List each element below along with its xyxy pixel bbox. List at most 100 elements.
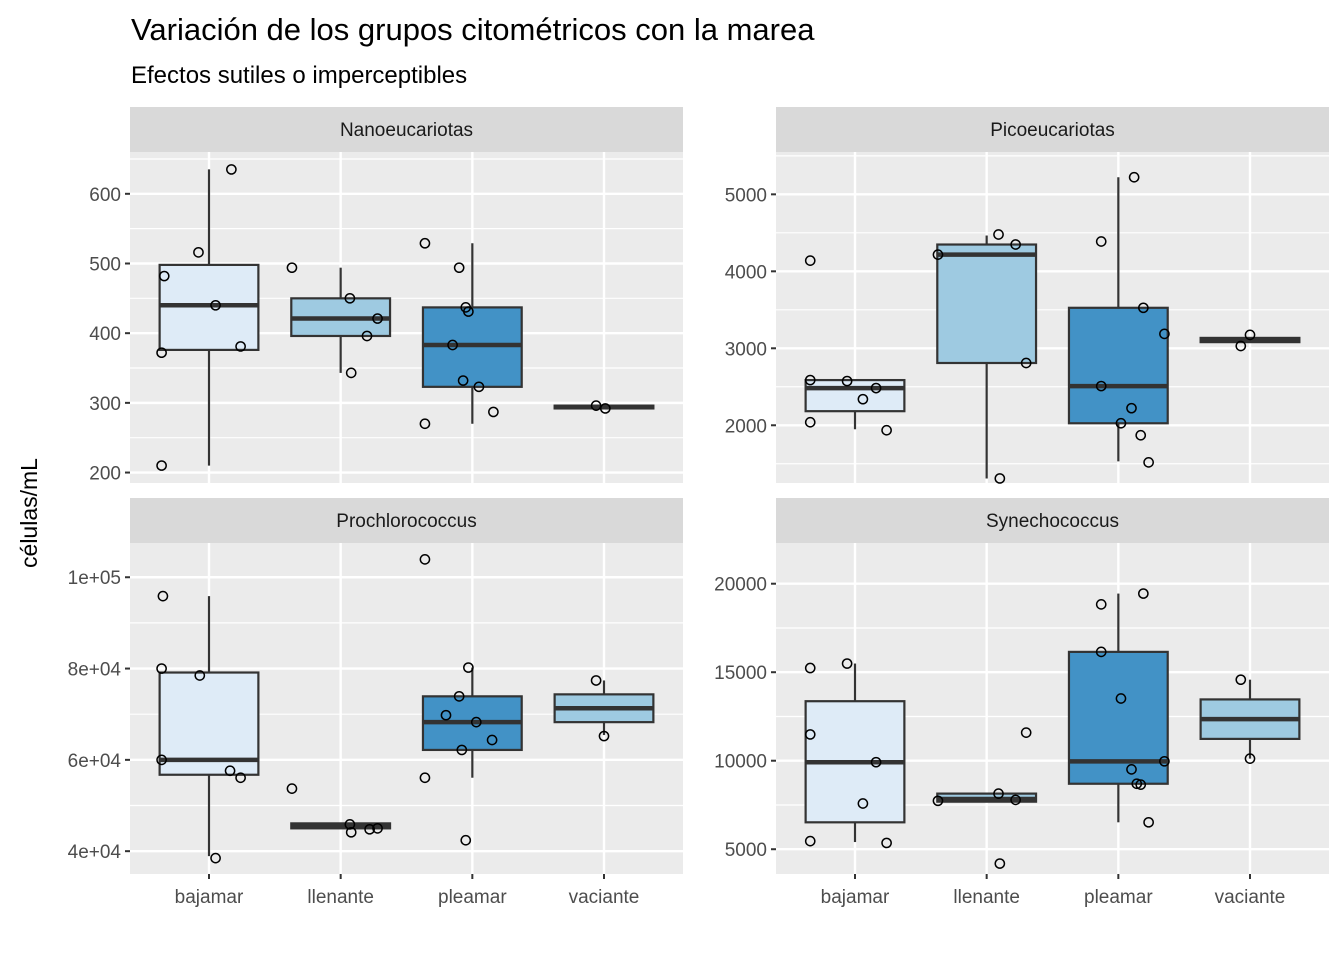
box-llenante [932, 727, 1038, 869]
data-point [460, 834, 472, 846]
data-point [194, 670, 206, 681]
box-pleamar [419, 237, 523, 430]
data-point [932, 249, 944, 260]
data-point [473, 381, 485, 393]
data-point [1244, 753, 1256, 764]
x-tick-label: vaciante [569, 887, 640, 908]
data-point [235, 772, 246, 784]
data-point [590, 675, 602, 686]
facet-panels: Nanoeucariotas 200 300 400 500 600 Picoeucario… [68, 107, 1329, 908]
data-point [419, 554, 431, 565]
data-point [870, 382, 882, 394]
y-tick-label: 200 [89, 464, 121, 485]
data-point [1115, 417, 1127, 429]
data-point [870, 756, 882, 768]
data-point [1143, 457, 1154, 468]
data-point [453, 262, 465, 274]
data-point [345, 367, 357, 379]
facet-strip [130, 498, 683, 543]
data-point [1126, 764, 1137, 775]
data-point [804, 835, 816, 847]
facet-strip-label: Prochlorococcus [336, 511, 476, 532]
data-point [226, 164, 237, 175]
data-point [1010, 239, 1021, 250]
data-point [440, 709, 452, 721]
data-point [1128, 171, 1140, 183]
data-point [1020, 727, 1032, 738]
y-tick-label: 15000 [714, 663, 767, 684]
data-point [1244, 329, 1256, 341]
x-tick-label: llenante [953, 887, 1020, 908]
data-point [344, 819, 356, 830]
data-point [1095, 646, 1107, 658]
y-tick-label: 400 [89, 324, 121, 345]
data-point [841, 375, 853, 387]
box-pleamar [1067, 588, 1170, 828]
data-point [804, 729, 816, 740]
y-axis-title: células/mL [16, 458, 42, 568]
panel-nanoeucariotas: Nanoeucariotas 200 300 400 500 600 [89, 107, 683, 485]
data-point [932, 795, 944, 807]
facet-strip [776, 107, 1329, 152]
y-tick-label: 3000 [725, 339, 767, 360]
data-point [488, 406, 499, 418]
data-point [447, 339, 458, 351]
x-tick-label: llenante [307, 887, 374, 908]
data-point [1159, 755, 1170, 767]
data-point [486, 734, 498, 746]
data-point [804, 662, 816, 674]
data-point [419, 418, 431, 430]
data-point [344, 292, 356, 304]
y-tick-label: 6e+04 [68, 751, 122, 772]
facet-strip [776, 498, 1329, 543]
data-point [1095, 599, 1107, 610]
x-tick-label: vaciante [1215, 887, 1286, 908]
data-point [156, 460, 167, 471]
data-point [881, 424, 892, 436]
data-point [156, 754, 167, 766]
data-point [463, 306, 474, 317]
data-point [345, 826, 357, 838]
x-tick-label: pleamar [1084, 887, 1153, 908]
data-point [599, 403, 611, 414]
y-tick-label: 5000 [725, 185, 767, 206]
data-point [804, 255, 816, 266]
data-point [1138, 588, 1149, 599]
data-point [1135, 779, 1147, 790]
facet-strip-label: Picoeucariotas [990, 120, 1115, 141]
data-point [1095, 236, 1107, 247]
y-tick-label: 8e+04 [68, 660, 122, 681]
data-point [1020, 357, 1032, 369]
data-point [993, 229, 1004, 240]
data-point [156, 663, 167, 674]
y-tick-label: 1e+05 [68, 568, 121, 589]
box-pleamar [419, 554, 523, 846]
data-point [1010, 794, 1021, 806]
data-point [804, 374, 816, 386]
data-point [463, 662, 474, 673]
box-vaciante [1199, 674, 1301, 764]
y-tick-label: 500 [89, 254, 121, 275]
box-bajamar [156, 590, 260, 864]
data-point [993, 788, 1004, 799]
data-point [598, 730, 610, 742]
data-point [857, 798, 869, 809]
data-point [235, 341, 246, 352]
panel-background [776, 152, 1329, 483]
data-point [1131, 778, 1143, 790]
data-point [372, 822, 383, 834]
data-point [1235, 340, 1247, 352]
y-tick-label: 2000 [725, 416, 767, 437]
data-point [994, 473, 1006, 484]
x-tick-label: bajamar [821, 887, 890, 908]
data-point [156, 347, 167, 359]
data-point [210, 852, 221, 864]
data-point [1138, 302, 1149, 314]
y-tick-label: 5000 [725, 840, 767, 861]
box-bajamar [804, 658, 906, 849]
data-point [470, 716, 482, 728]
data-point [1115, 693, 1127, 704]
box-bajamar [156, 164, 260, 471]
box-vaciante [553, 400, 655, 414]
